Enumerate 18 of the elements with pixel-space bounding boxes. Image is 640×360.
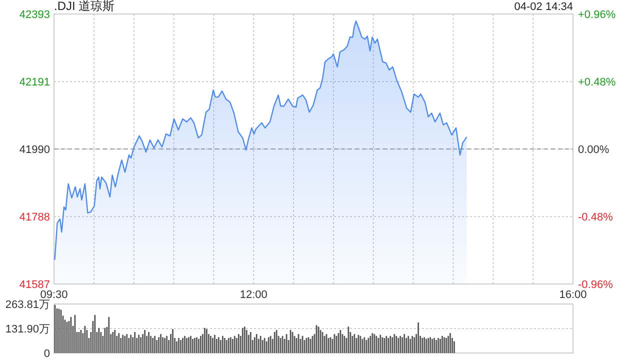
y-tick-label: 263.81万 [5,299,50,311]
y-tick-label: 41990 [19,144,50,156]
y-tick-label: 41587 [19,279,50,291]
x-tick-label: 09:30 [40,289,68,301]
x-tick-label: 12:00 [240,289,268,301]
y2-tick-label: -0.96% [578,279,614,291]
y-tick-label: 41788 [19,212,50,224]
y2-tick-label: +0.48% [578,76,616,88]
y2-tick-label: 0.00% [578,144,610,156]
y-tick-label: 42393 [19,9,50,21]
x-tick-label: 16:00 [559,289,587,301]
chart-title: .DJI 道琼斯 [54,0,115,13]
y-tick-label: 131.90万 [5,324,50,336]
y2-tick-label: +0.96% [578,9,616,21]
y-tick-label: 0 [44,348,50,360]
y-tick-label: 42191 [19,76,50,89]
text: 04-02 14:34 [514,1,573,13]
y2-tick-label: -0.48% [578,212,614,224]
